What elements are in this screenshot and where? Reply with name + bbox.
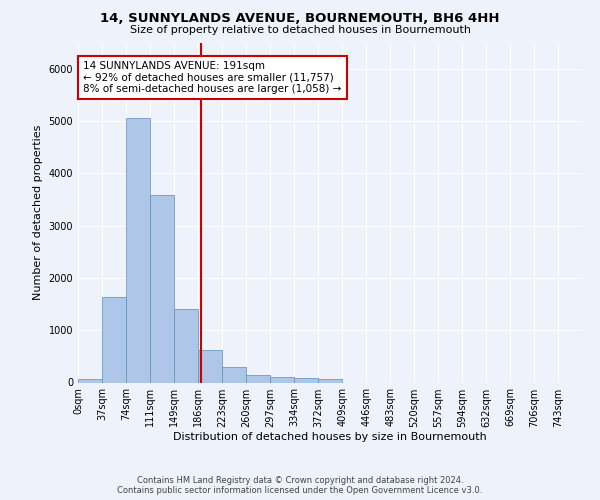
Bar [294,378,318,382]
Text: Contains HM Land Registry data © Crown copyright and database right 2024.
Contai: Contains HM Land Registry data © Crown c… [118,476,482,495]
Y-axis label: Number of detached properties: Number of detached properties [33,125,43,300]
Text: 14 SUNNYLANDS AVENUE: 191sqm
← 92% of detached houses are smaller (11,757)
8% of: 14 SUNNYLANDS AVENUE: 191sqm ← 92% of de… [83,61,341,94]
Bar [78,379,102,382]
Bar [222,368,246,382]
Bar [319,380,342,382]
Bar [150,195,173,382]
Bar [102,297,126,382]
Bar [270,378,294,382]
Bar [246,374,270,382]
Bar [126,118,150,382]
Text: Size of property relative to detached houses in Bournemouth: Size of property relative to detached ho… [130,25,470,35]
Bar [174,308,198,382]
X-axis label: Distribution of detached houses by size in Bournemouth: Distribution of detached houses by size … [173,432,487,442]
Bar [198,350,222,382]
Text: 14, SUNNYLANDS AVENUE, BOURNEMOUTH, BH6 4HH: 14, SUNNYLANDS AVENUE, BOURNEMOUTH, BH6 … [100,12,500,26]
